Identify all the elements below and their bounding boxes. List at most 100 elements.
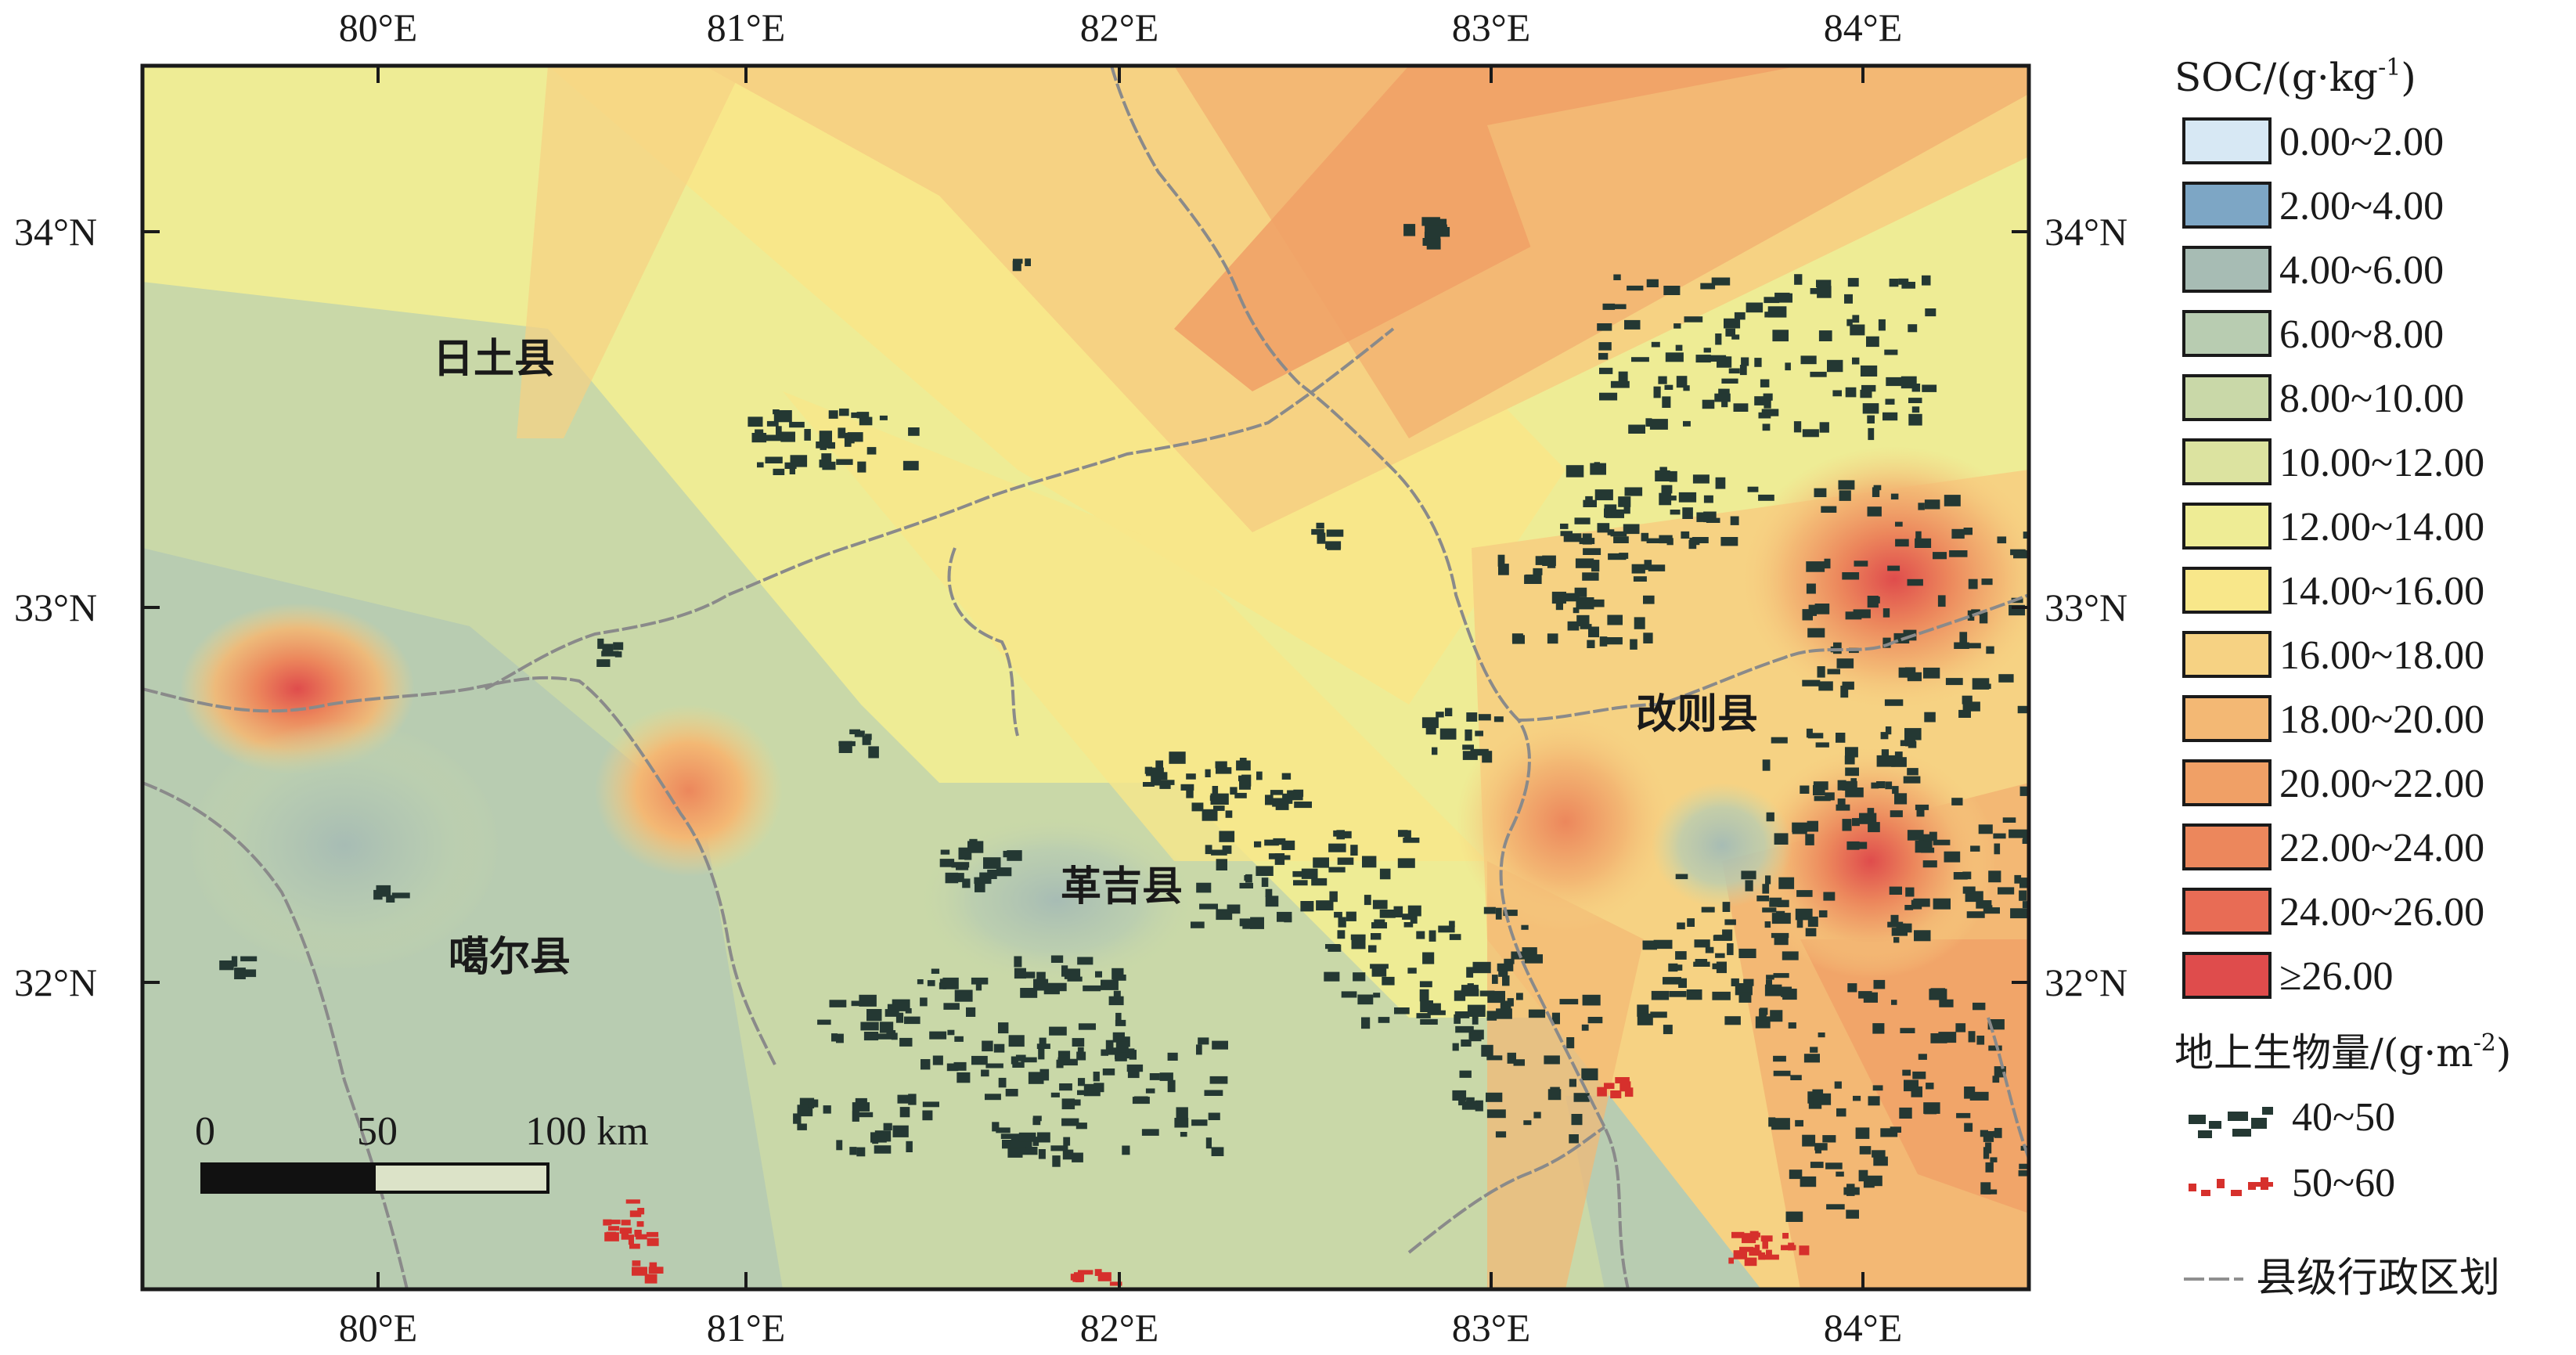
soc-legend-swatch — [2182, 182, 2272, 229]
biomass-patch — [1868, 1096, 1880, 1106]
biomass-patch — [1196, 1044, 1202, 1055]
biomass-patch — [1832, 390, 1842, 397]
biomass-patch — [1211, 1147, 1224, 1156]
biomass-patch — [1997, 536, 2007, 544]
biomass-patch — [1265, 888, 1273, 897]
biomass-patch — [1651, 341, 1660, 348]
biomass-patch — [1547, 1089, 1562, 1101]
biomass-patch — [852, 1102, 870, 1112]
biomass-patch — [892, 1125, 909, 1137]
biomass-patch — [874, 1145, 892, 1154]
biomass-patch — [1762, 759, 1771, 771]
biomass-patch — [1890, 914, 1899, 925]
biomass-legend-symbol-red — [2217, 1179, 2225, 1188]
biomass-patch — [951, 862, 970, 868]
biomass-patch — [1227, 904, 1241, 914]
biomass-patch — [1815, 742, 1829, 748]
biomass-patch — [844, 434, 852, 447]
biomass-patch — [1644, 560, 1652, 571]
biomass-patch — [1962, 701, 1980, 712]
biomass-patch — [1606, 637, 1623, 645]
soc-legend-swatch — [2182, 759, 2272, 806]
biomass-patch — [1715, 477, 1726, 489]
biomass-patch — [1597, 523, 1610, 533]
biomass-patch — [1427, 1010, 1446, 1015]
biomass-patch — [1872, 1150, 1886, 1158]
biomass-patch — [1968, 1031, 1976, 1043]
biomass-patch — [899, 1107, 910, 1118]
biomass-patch — [1012, 261, 1021, 272]
biomass-patch — [1425, 726, 1436, 735]
biomass-patch — [1810, 371, 1827, 377]
biomass-patch — [1438, 925, 1455, 933]
biomass-patch — [829, 1000, 847, 1007]
biomass-legend-symbol-red — [2256, 1182, 2273, 1187]
biomass-patch — [1076, 1051, 1086, 1061]
biomass-patch — [1416, 1013, 1431, 1018]
biomass-patch — [1958, 709, 1971, 718]
biomass-legend-item-50-60: 50~60 — [2189, 1161, 2395, 1205]
biomass-patch — [1432, 1003, 1441, 1013]
biomass-patch — [1837, 780, 1846, 791]
biomass-patch — [1566, 1037, 1575, 1049]
biomass-patch — [1032, 1137, 1039, 1146]
biomass-patch — [1886, 377, 1902, 387]
biomass-patch — [886, 1030, 896, 1035]
biomass-patch — [1191, 921, 1205, 928]
biomass-patch — [1839, 490, 1851, 501]
map-frame — [140, 63, 2031, 1292]
boundary-legend-item: 县级行政区划 — [2184, 1256, 2500, 1301]
biomass-patch — [1998, 674, 2014, 683]
biomass-patch — [1939, 999, 1954, 1007]
biomass-patch — [876, 1033, 892, 1040]
biomass-patch — [1918, 1054, 1927, 1060]
biomass-patch — [1852, 315, 1860, 323]
biomass-patch — [1715, 953, 1725, 958]
biomass-patch — [1036, 971, 1046, 982]
biomass-patch — [1792, 822, 1807, 833]
biomass-patch — [854, 730, 865, 737]
biomass-patch — [1050, 1092, 1060, 1097]
biomass-patch — [1887, 921, 1904, 928]
biomass-patch — [1455, 1025, 1474, 1033]
biomass-patch — [1032, 1118, 1041, 1126]
biomass-patch — [1900, 740, 1908, 747]
biomass-patch — [1751, 1247, 1758, 1256]
biomass-patch — [895, 1012, 904, 1023]
biomass-patch — [1885, 726, 1892, 735]
biomass-patch — [1954, 642, 1969, 649]
biomass-patch — [1402, 914, 1411, 920]
soc-legend-label: 18.00~20.00 — [2279, 697, 2484, 742]
lon-tick-label-top: 83°E — [1452, 5, 1531, 49]
biomass-patch — [1845, 767, 1859, 777]
biomass-patch — [1134, 1096, 1148, 1103]
biomass-patch — [954, 989, 973, 1002]
biomass-patch — [773, 468, 785, 475]
biomass-patch — [1063, 1137, 1071, 1146]
biomass-patch — [1813, 785, 1825, 796]
biomass-patch — [2009, 829, 2027, 838]
biomass-patch — [1277, 855, 1291, 860]
biomass-patch — [1703, 348, 1711, 353]
biomass-patch — [1951, 528, 1965, 539]
biomass-patch — [1594, 462, 1600, 473]
biomass-patch — [1301, 868, 1318, 879]
biomass-patch — [821, 453, 832, 465]
biomass-patch — [1378, 1017, 1390, 1023]
biomass-patch — [1416, 931, 1425, 939]
biomass-patch — [1872, 1023, 1885, 1034]
biomass-patch — [1796, 917, 1803, 928]
biomass-patch — [1382, 976, 1395, 986]
biomass-patch — [939, 982, 947, 989]
biomass-patch — [1112, 975, 1126, 981]
biomass-patch — [1426, 238, 1441, 250]
biomass-patch — [1924, 499, 1940, 510]
biomass-patch — [1673, 964, 1683, 971]
biomass-patch — [1760, 379, 1770, 387]
biomass-patch — [1955, 1023, 1966, 1032]
lon-tick-label-bottom: 81°E — [707, 1306, 786, 1350]
biomass-patch — [1724, 919, 1736, 925]
biomass-patch — [831, 1033, 838, 1042]
biomass-patch — [1986, 646, 1994, 654]
soc-legend-swatch — [2182, 310, 2272, 357]
